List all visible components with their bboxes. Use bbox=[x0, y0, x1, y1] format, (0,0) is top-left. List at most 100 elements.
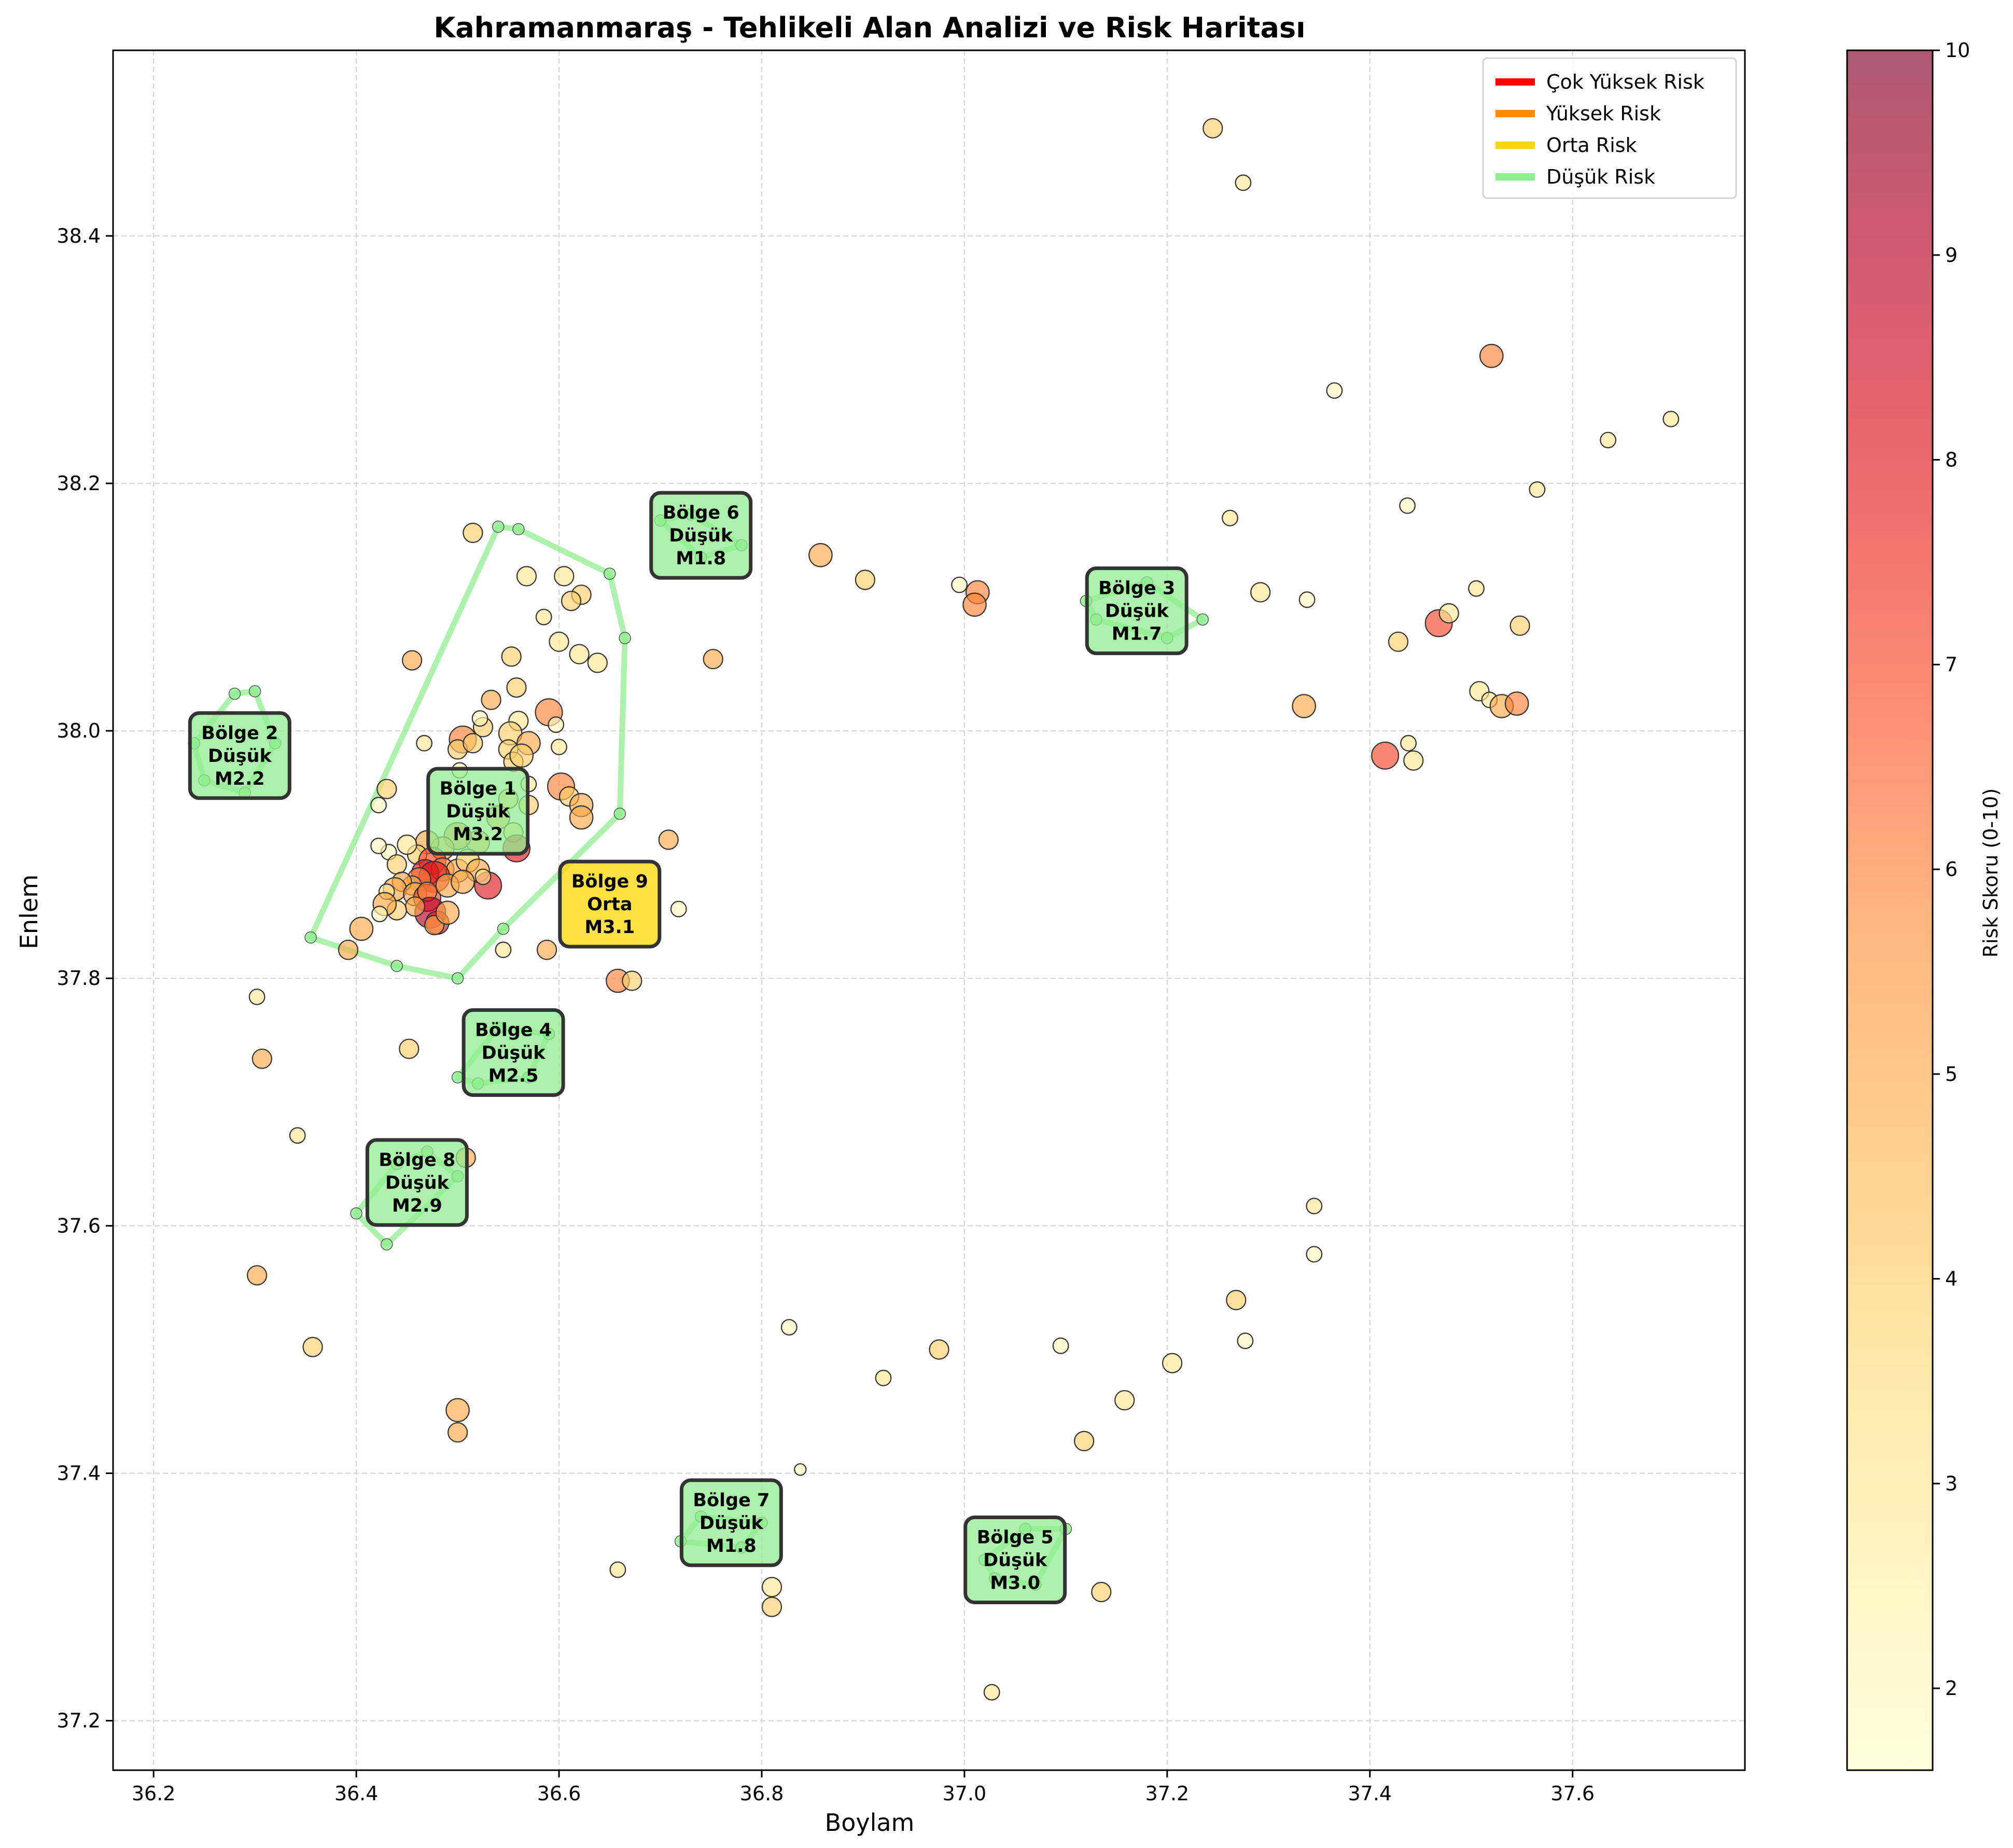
earthquake-point bbox=[1222, 509, 1238, 526]
zone-label-line: Düşük bbox=[208, 746, 272, 767]
zone-label-box bbox=[365, 1138, 469, 1227]
zone-label-box bbox=[462, 1008, 565, 1097]
earthquake-point bbox=[370, 837, 387, 854]
earthquake-point bbox=[1479, 343, 1504, 368]
legend-entry-label: Orta Risk bbox=[1546, 134, 1637, 157]
colorbar-tick-label: 4 bbox=[1945, 1268, 1958, 1290]
zone-label-line: Bölge 3 bbox=[1098, 578, 1175, 599]
zone-vertex-point bbox=[619, 632, 631, 644]
x-tick-label: 36.4 bbox=[334, 1782, 379, 1805]
zone-label-line: Bölge 5 bbox=[977, 1527, 1054, 1548]
zone-vertex-point bbox=[492, 520, 505, 533]
colorbar-tick-label: 7 bbox=[1945, 653, 1958, 676]
zone-label-line: M3.2 bbox=[453, 824, 503, 845]
colorbar-tick-label: 9 bbox=[1945, 244, 1958, 267]
x-tick-label: 37.4 bbox=[1348, 1782, 1392, 1805]
y-axis-label: Enlem bbox=[15, 874, 43, 949]
earthquake-point bbox=[1529, 481, 1546, 498]
zone-label-line: Bölge 7 bbox=[693, 1490, 770, 1511]
y-tick-label: 37.4 bbox=[57, 1462, 101, 1484]
earthquake-point bbox=[349, 916, 374, 941]
legend-entry-label: Çok Yüksek Risk bbox=[1546, 71, 1704, 93]
earthquake-point bbox=[495, 941, 512, 958]
zone-vertex-point bbox=[497, 923, 510, 935]
earthquake-point bbox=[1091, 1581, 1112, 1603]
earthquake-point bbox=[509, 743, 534, 768]
zone-label-line: Bölge 6 bbox=[663, 503, 739, 523]
zone-label-line: Orta bbox=[587, 894, 632, 915]
earthquake-point bbox=[609, 1561, 626, 1578]
legend-box bbox=[1482, 57, 1737, 199]
earthquake-point bbox=[416, 734, 432, 752]
zone-vertex-point bbox=[451, 1071, 464, 1083]
earthquake-point bbox=[1235, 174, 1252, 191]
earthquake-point bbox=[569, 805, 594, 830]
earthquake-point bbox=[1400, 734, 1417, 752]
zone-label-line: Bölge 1 bbox=[440, 779, 516, 799]
earthquake-point bbox=[670, 900, 687, 918]
zone-label-line: Bölge 8 bbox=[379, 1150, 455, 1171]
earthquake-point bbox=[780, 1319, 798, 1336]
zone-label-line: M1.8 bbox=[676, 548, 726, 569]
earthquake-point bbox=[1226, 1289, 1247, 1311]
colorbar-tick-label: 6 bbox=[1945, 858, 1958, 881]
earthquake-point bbox=[551, 739, 567, 755]
earthquake-point bbox=[404, 896, 426, 917]
earthquake-point bbox=[501, 646, 522, 667]
earthquake-point bbox=[761, 1596, 782, 1617]
earthquake-point bbox=[376, 779, 397, 799]
earthquake-point bbox=[535, 608, 552, 626]
earthquake-point bbox=[451, 869, 475, 894]
earthquake-point bbox=[1388, 631, 1409, 652]
zone-label-line: Düşük bbox=[700, 1513, 764, 1534]
earthquake-point bbox=[386, 854, 407, 875]
earthquake-point bbox=[247, 1265, 268, 1286]
earthquake-point bbox=[703, 649, 723, 670]
plot-area: 36.2 36.4 36.6 36.8 37.0 37.2 37.4 37.6 37.2 37.4… bbox=[57, 49, 1746, 1805]
earthquake-point bbox=[463, 522, 483, 544]
earthquake-point bbox=[506, 677, 527, 698]
earthquake-point bbox=[371, 906, 388, 923]
earthquake-point bbox=[248, 989, 265, 1005]
zone-label-line: Düşük bbox=[385, 1173, 450, 1193]
earthquake-point bbox=[548, 716, 565, 733]
legend-entry-label: Yüksek Risk bbox=[1546, 102, 1661, 125]
earthquake-point bbox=[1114, 1390, 1135, 1411]
earthquake-point bbox=[951, 576, 968, 593]
zone-vertex-point bbox=[228, 687, 241, 700]
chart-title: Kahramanmaraş - Tehlikeli Alan Analizi v… bbox=[434, 11, 1305, 44]
earthquake-point bbox=[1298, 591, 1316, 608]
earthquake-point bbox=[587, 652, 608, 673]
earthquake-point bbox=[1162, 1353, 1183, 1373]
earthquake-point bbox=[289, 1127, 306, 1144]
earthquake-point bbox=[251, 1048, 272, 1069]
colorbar-tick-label: 10 bbox=[1945, 39, 1970, 62]
zone-vertex-point bbox=[451, 972, 464, 984]
earthquake-point bbox=[1403, 750, 1424, 771]
zone-label-line: Düşük bbox=[669, 525, 733, 546]
zone-vertex-point bbox=[1196, 613, 1209, 626]
earthquake-point bbox=[1371, 741, 1400, 770]
zone-vertex-point bbox=[350, 1207, 362, 1220]
x-tick-label: 37.0 bbox=[943, 1782, 987, 1805]
zone-label-box bbox=[679, 1478, 783, 1567]
earthquake-point bbox=[983, 1684, 1000, 1701]
earthquake-point bbox=[875, 1369, 892, 1386]
colorbar-tick-label: 8 bbox=[1945, 449, 1958, 471]
colorbar-gradient bbox=[1846, 49, 1934, 1771]
earthquake-point bbox=[338, 939, 359, 960]
earthquake-point bbox=[622, 970, 642, 991]
earthquake-point bbox=[1399, 497, 1416, 514]
zone-label-box bbox=[426, 767, 530, 856]
zone-vertex-point bbox=[381, 1238, 393, 1250]
earthquake-point bbox=[1237, 1332, 1254, 1350]
zone-label-line: Düşük bbox=[1105, 601, 1169, 622]
zone-label-line: Düşük bbox=[983, 1550, 1047, 1571]
colorbar-label: Risk Skoru (0-10) bbox=[1979, 788, 2002, 958]
earthquake-point bbox=[1326, 382, 1343, 399]
earthquake-point bbox=[1306, 1198, 1323, 1215]
